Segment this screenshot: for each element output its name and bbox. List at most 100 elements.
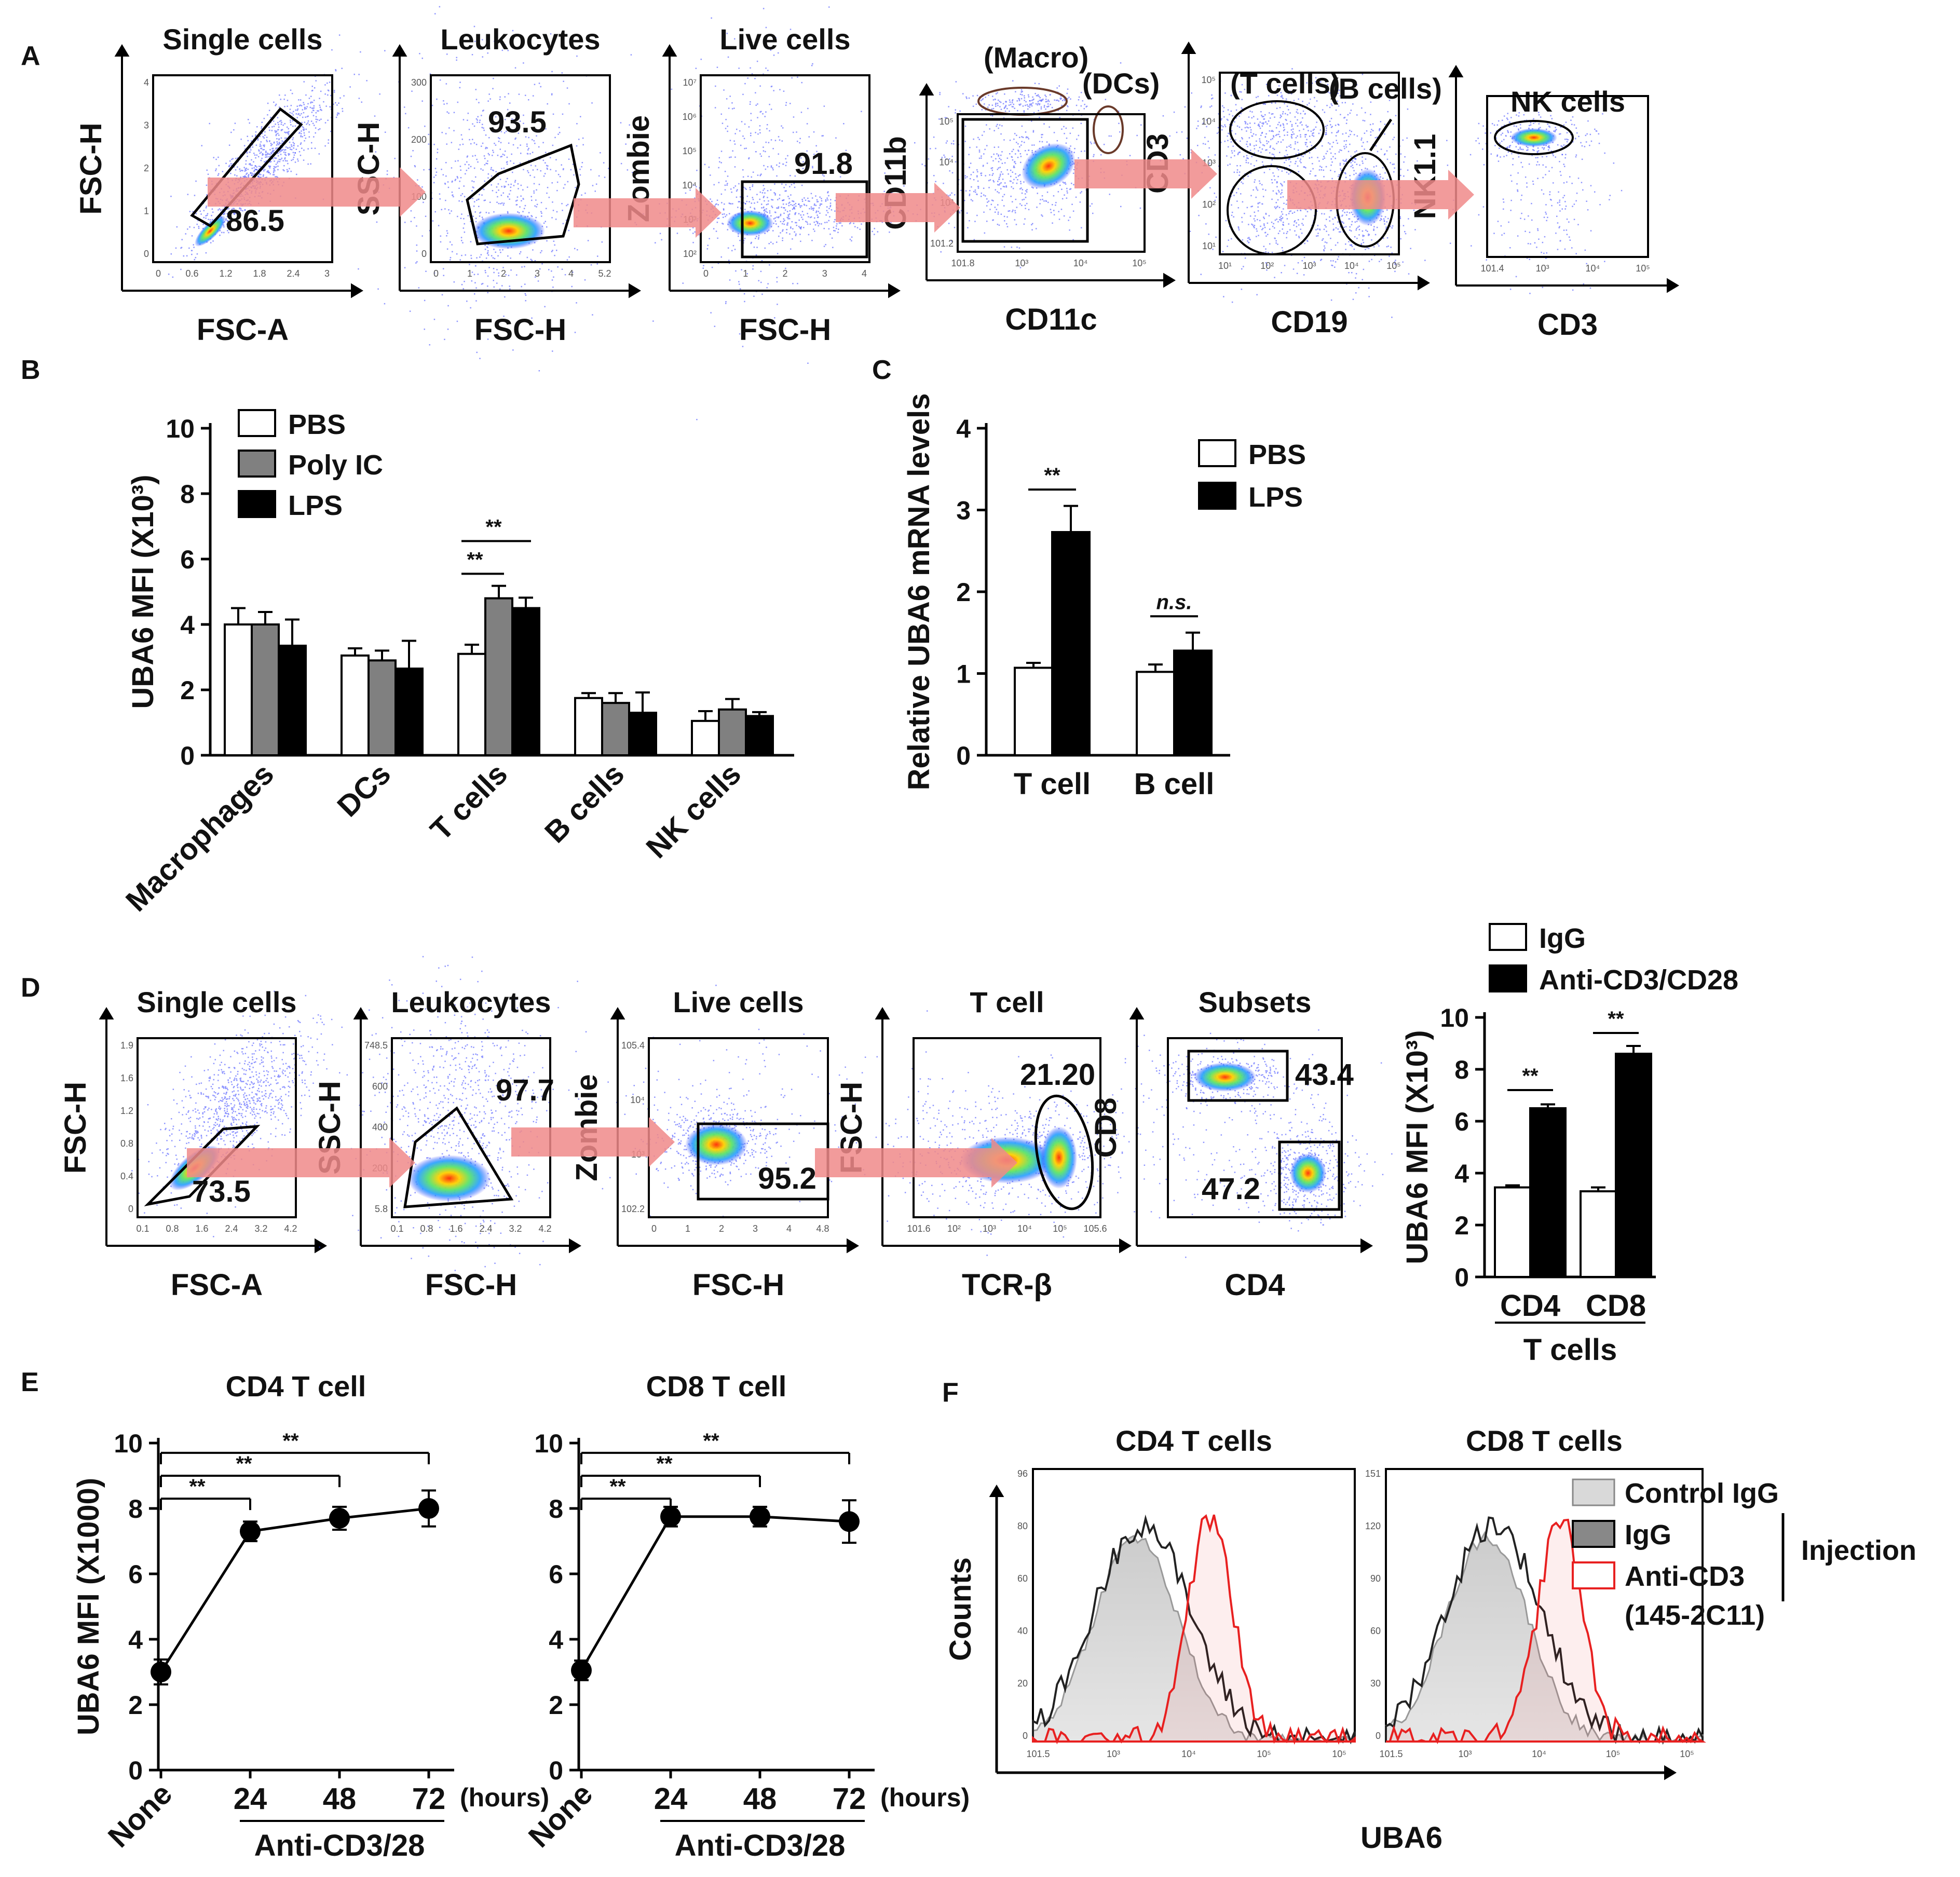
plot-frame <box>152 74 333 263</box>
x-axis-label: FSC-H <box>739 313 831 347</box>
x-tick-label: 10⁴ <box>1344 261 1359 271</box>
y-tick-label: 600 <box>372 1081 388 1092</box>
unit-label: (hours) <box>880 1783 970 1812</box>
x-tick-label: 1.6 <box>195 1223 208 1234</box>
panel-letter-E: E <box>21 1367 39 1397</box>
y-tick-label: 96 <box>1017 1468 1028 1479</box>
x-tick-label: 1.6 <box>450 1223 462 1234</box>
category-label: Macrophages <box>119 757 280 918</box>
x-tick-label: 4 <box>568 268 574 279</box>
x-tick-label: 10⁵ <box>1386 261 1400 271</box>
y-tick-label: 10 <box>114 1429 143 1458</box>
y-tick-label: 0.4 <box>120 1171 133 1181</box>
data-point <box>240 1521 261 1542</box>
gate-percentage: 47.2 <box>1202 1172 1260 1206</box>
gate-rect-cd4 <box>1278 1140 1341 1211</box>
density-hotspot <box>407 1155 491 1202</box>
bar-poly-ic <box>718 708 747 757</box>
density-hotspot <box>1022 143 1076 189</box>
legend-swatch <box>238 490 276 518</box>
y-tick-label: 5.8 <box>375 1204 388 1214</box>
y-tick-label: 30 <box>1370 1678 1381 1689</box>
gating-flow-arrow <box>511 1117 675 1167</box>
legend-swatch-anti-cd3 <box>1572 1561 1615 1589</box>
legend-label: PBS <box>1248 439 1306 470</box>
x-tick-label: 2.4 <box>287 268 300 279</box>
x-tick-label: 0.1 <box>390 1223 403 1234</box>
legend-label: IgG <box>1539 923 1586 954</box>
bar-pbs <box>691 719 720 756</box>
y-tick-label: 0 <box>128 1756 143 1785</box>
hist-anti-cd3 <box>1032 1514 1356 1745</box>
significance-marker: ** <box>1608 1008 1624 1030</box>
bar-pbs <box>224 623 253 756</box>
bar-pbs <box>341 654 370 756</box>
gating-flow-arrow <box>815 1138 1017 1188</box>
bar-poly-ic <box>601 702 630 756</box>
category-label: T cells <box>424 757 514 847</box>
y-axis-label: Relative UBA6 mRNA levels <box>902 393 936 790</box>
bar-lps <box>511 607 540 756</box>
x-axis-arrow <box>1163 273 1176 288</box>
y-tick-label: 0 <box>128 1204 133 1214</box>
legend-swatch-igg <box>1572 1520 1615 1548</box>
legend-label: (145-2C11) <box>1625 1600 1765 1631</box>
bar-pbs <box>1014 667 1053 756</box>
density-hotspot <box>1194 1063 1256 1092</box>
significance-marker: ** <box>656 1452 673 1475</box>
bar-anti-cd3-cd28 <box>1615 1053 1652 1278</box>
x-tick-label: 0.8 <box>166 1223 179 1234</box>
y-tick-label: 102.2 <box>621 1204 645 1214</box>
x-tick-label: 10³ <box>1107 1749 1120 1759</box>
bar-poly-ic <box>367 659 397 757</box>
significance-marker: ** <box>703 1430 719 1452</box>
y-tick-label: 4 <box>956 414 971 443</box>
x-tick-label: 105.6 <box>1083 1223 1107 1234</box>
y-tick-label: 4 <box>144 77 149 88</box>
bar-poly-ic <box>251 623 280 756</box>
y-tick-label: 2 <box>549 1691 563 1720</box>
bar-lps <box>1051 531 1091 757</box>
x-tick-label: 3.2 <box>254 1223 267 1234</box>
x-tick-label: 1.2 <box>219 268 232 279</box>
category-label: T cell <box>1014 767 1091 801</box>
gating-flow-arrow <box>187 1138 415 1188</box>
x-tick-label: 10³ <box>1458 1749 1472 1759</box>
x-tick-label: 4.2 <box>538 1223 551 1234</box>
x-tick-label: 0 <box>703 268 709 279</box>
data-point <box>660 1506 681 1527</box>
legend-label: Anti-CD3/CD28 <box>1539 964 1738 996</box>
plot-frame <box>1167 1037 1343 1218</box>
bar-pbs <box>457 652 486 756</box>
injection-label: Injection <box>1801 1535 1916 1566</box>
y-tick-label: 120 <box>1365 1521 1381 1531</box>
gating-flow-arrow <box>574 188 722 238</box>
data-point <box>750 1506 770 1527</box>
gating-flow-arrow <box>1074 149 1217 199</box>
flow-plot-A6 <box>1446 92 1623 294</box>
y-tick-label: 10² <box>1202 199 1216 210</box>
y-tick-label: 2 <box>180 676 195 705</box>
y-tick-label: 300 <box>411 77 427 88</box>
y-tick-label: 4 <box>549 1625 563 1654</box>
flow-plot-A2 <box>322 6 638 372</box>
y-axis-label: Counts <box>944 1557 977 1661</box>
y-tick-label: 60 <box>1370 1626 1381 1636</box>
y-tick-label: 1.2 <box>120 1106 133 1116</box>
x-axis-arrow <box>1667 278 1679 293</box>
x-tick-label: None <box>102 1777 179 1854</box>
plot-title: T cell <box>970 986 1044 1018</box>
flow-plot-D5 <box>1118 1029 1393 1258</box>
y-axis-arrow <box>392 44 407 57</box>
category-label: CD4 <box>1500 1289 1560 1323</box>
panel-letter-C: C <box>872 355 892 385</box>
hist-igg <box>1385 1516 1704 1745</box>
y-tick-label: 6 <box>180 545 195 574</box>
x-tick-label: 101.8 <box>951 258 974 268</box>
chart-title: CD8 T cell <box>646 1370 787 1403</box>
y-tick-label: 1 <box>956 660 971 689</box>
y-axis-arrow <box>99 1007 114 1019</box>
x-tick-label: 2.4 <box>225 1223 238 1234</box>
x-tick-label: 4 <box>862 268 867 279</box>
y-tick-label: 10 <box>1440 1003 1469 1032</box>
